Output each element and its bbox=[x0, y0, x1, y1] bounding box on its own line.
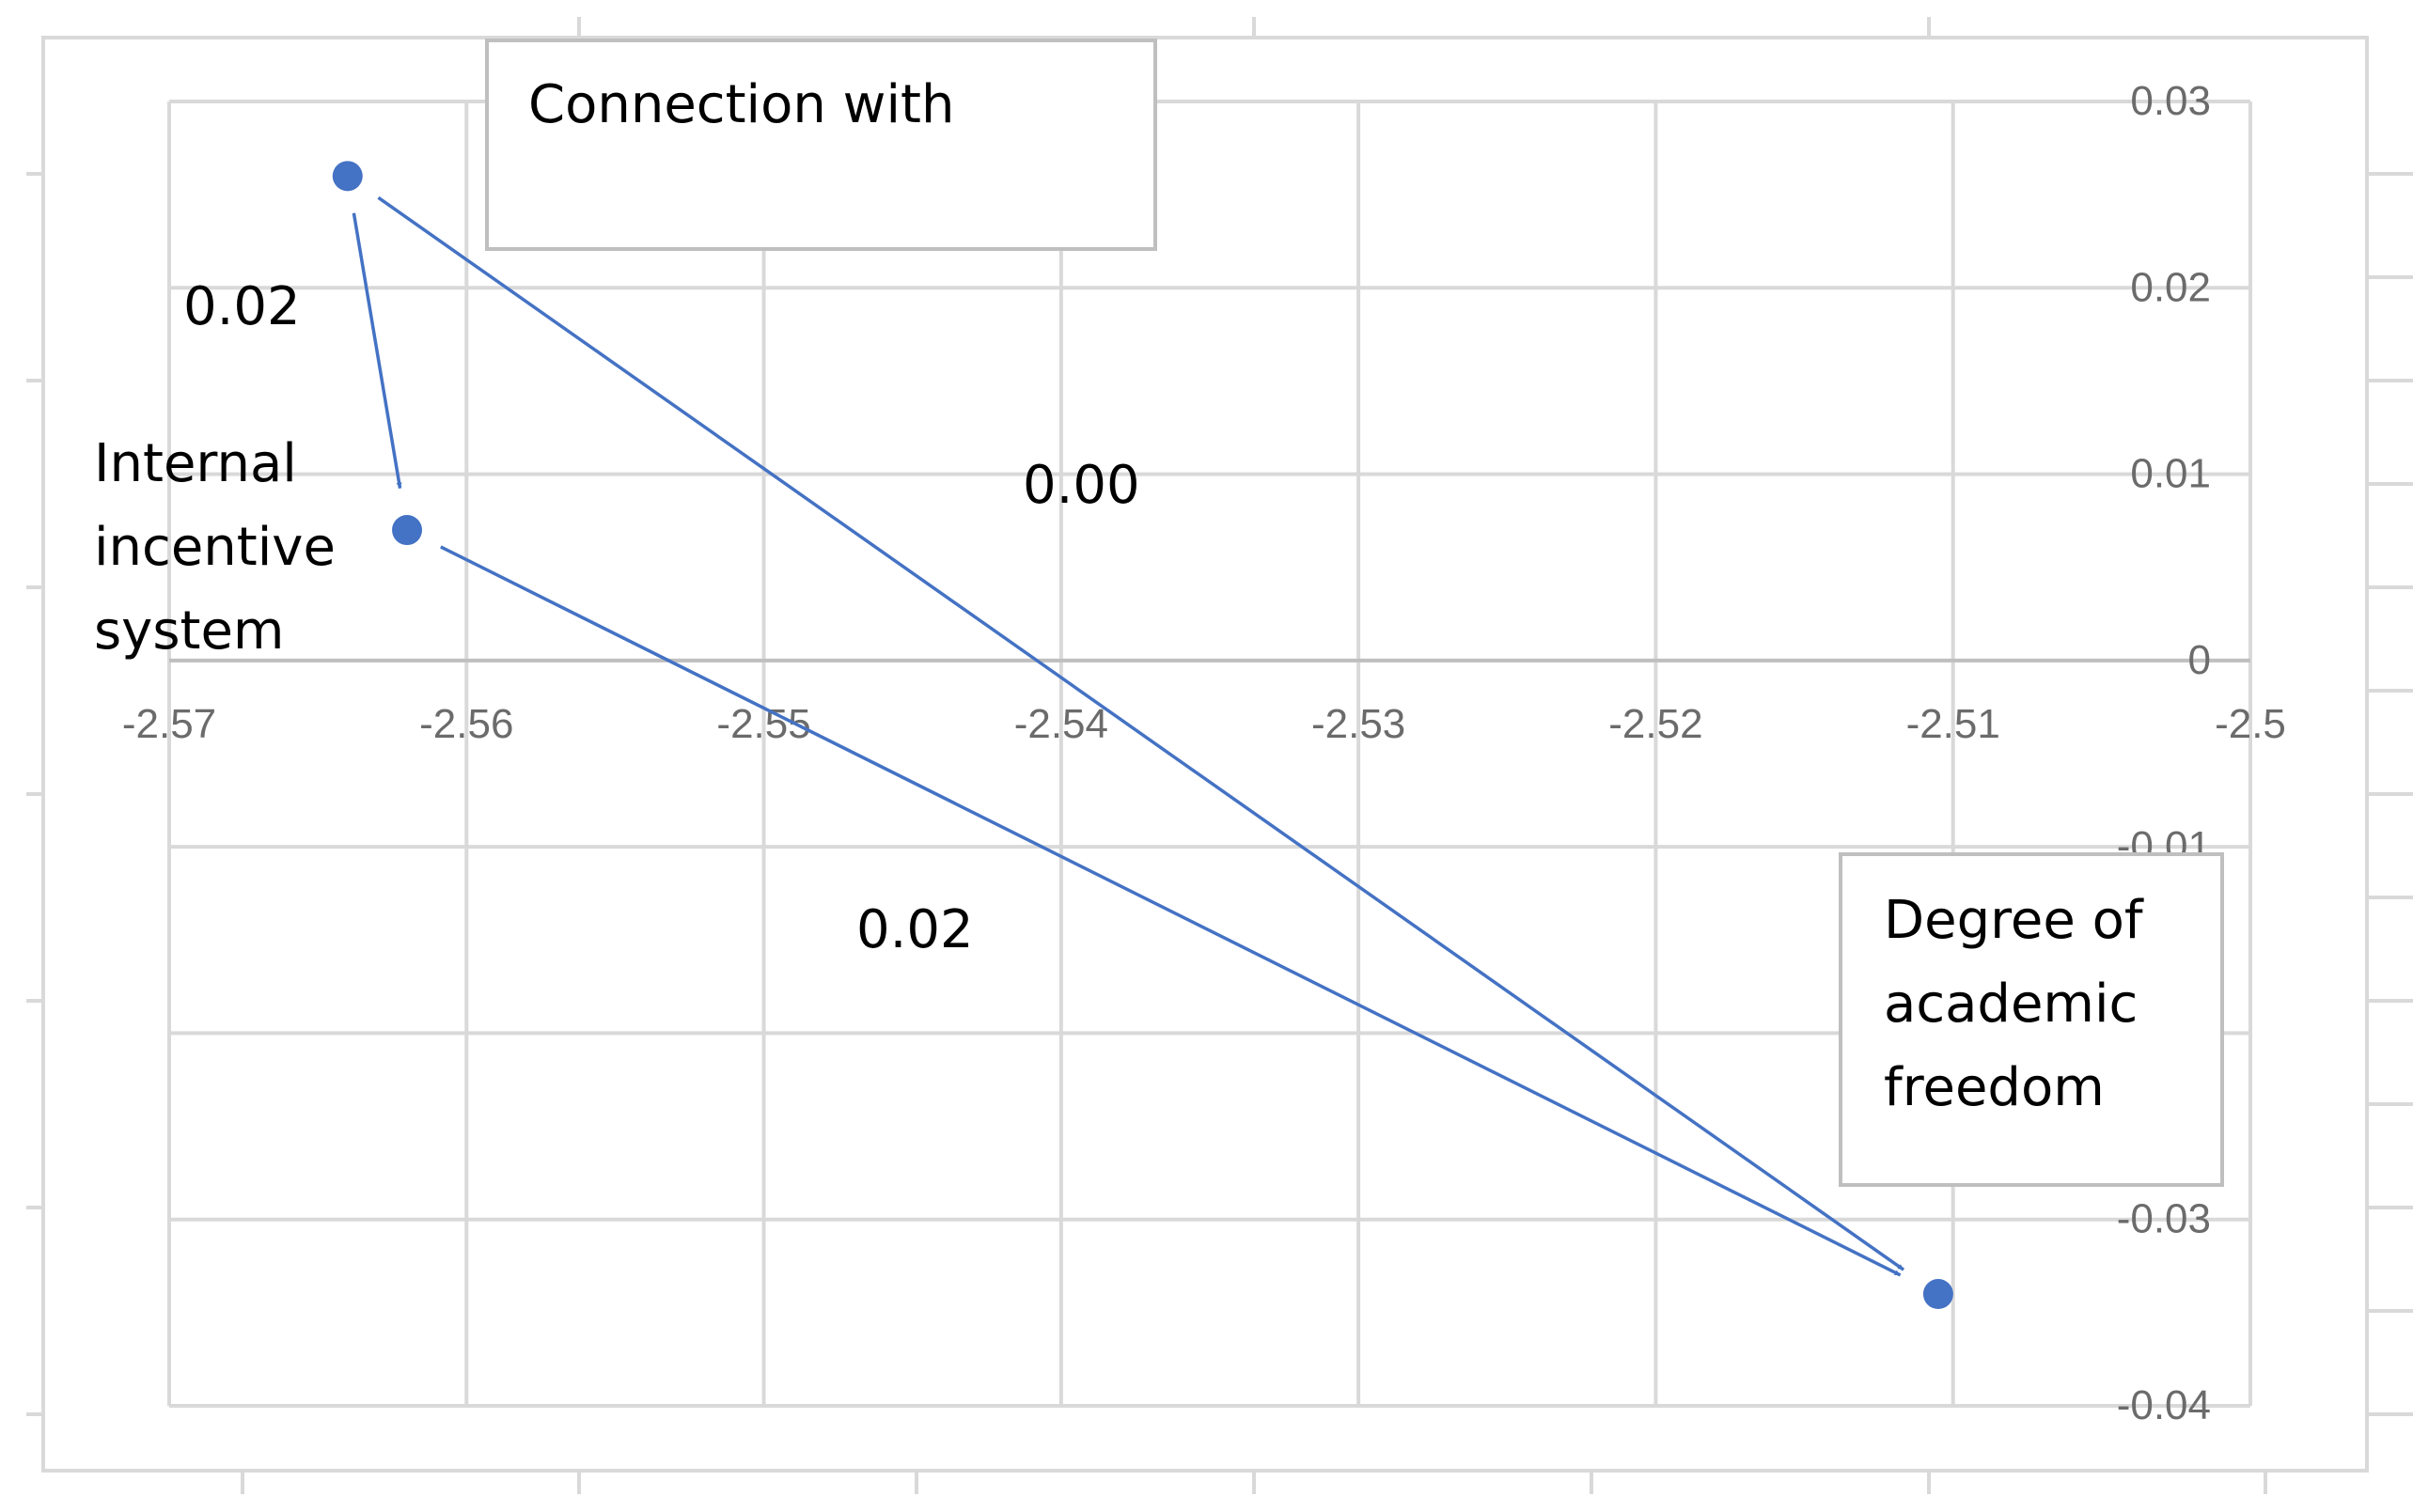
y-tick-label: 0.03 bbox=[2130, 78, 2211, 124]
connection-with-box: Connection with bbox=[485, 39, 1157, 251]
sheet-gridmarks bbox=[26, 17, 2413, 1494]
arrow-0 bbox=[352, 212, 402, 489]
academic-freedom-line-3: freedom bbox=[1884, 1057, 2105, 1118]
internal-incentive-line-1: Internal bbox=[94, 433, 297, 494]
x-tick-label: -2.52 bbox=[1608, 701, 1702, 747]
internal-incentive-line-2: incentive bbox=[94, 517, 336, 578]
internal-incentive-label: Internal incentive system bbox=[94, 433, 336, 662]
x-tick-label: -2.5 bbox=[2215, 701, 2286, 747]
data-point bbox=[1922, 1279, 1953, 1310]
arrow-2 bbox=[440, 545, 1902, 1277]
academic-freedom-line-2: academic bbox=[1884, 974, 2138, 1035]
edge-label-connection-to-incentive: 0.02 bbox=[183, 276, 301, 337]
x-tick-label: -2.57 bbox=[122, 701, 216, 747]
data-point bbox=[332, 161, 363, 192]
connection-with-label: Connection with bbox=[528, 74, 954, 135]
x-tick-label: -2.53 bbox=[1311, 701, 1405, 747]
y-tick-label: 0 bbox=[2188, 637, 2211, 683]
tick-labels: -2.57 -2.56 -2.55 -2.54 -2.53 -2.52 -2.51 -2.50… bbox=[122, 78, 2286, 1428]
academic-freedom-line-1: Degree of bbox=[1884, 890, 2144, 951]
academic-freedom-box: Degree of academic freedom bbox=[1839, 852, 2224, 1187]
x-tick-label: -2.56 bbox=[419, 701, 513, 747]
internal-incentive-line-3: system bbox=[94, 600, 284, 662]
y-tick-label: 0.01 bbox=[2130, 451, 2211, 497]
x-tick-label: -2.54 bbox=[1014, 701, 1108, 747]
y-tick-label: -0.04 bbox=[2117, 1382, 2211, 1428]
chart-frame bbox=[41, 36, 2369, 1473]
data-points bbox=[332, 161, 1953, 1310]
connector-arrows bbox=[352, 195, 1905, 1277]
data-point bbox=[392, 515, 423, 546]
x-tick-label: -2.51 bbox=[1906, 701, 2000, 747]
arrow-1 bbox=[377, 195, 1905, 1271]
edge-label-connection-to-freedom: 0.00 bbox=[1023, 455, 1140, 516]
edge-label-incentive-to-freedom: 0.02 bbox=[856, 899, 974, 960]
y-tick-label: -0.03 bbox=[2117, 1196, 2211, 1242]
y-tick-label: 0.02 bbox=[2130, 264, 2211, 310]
